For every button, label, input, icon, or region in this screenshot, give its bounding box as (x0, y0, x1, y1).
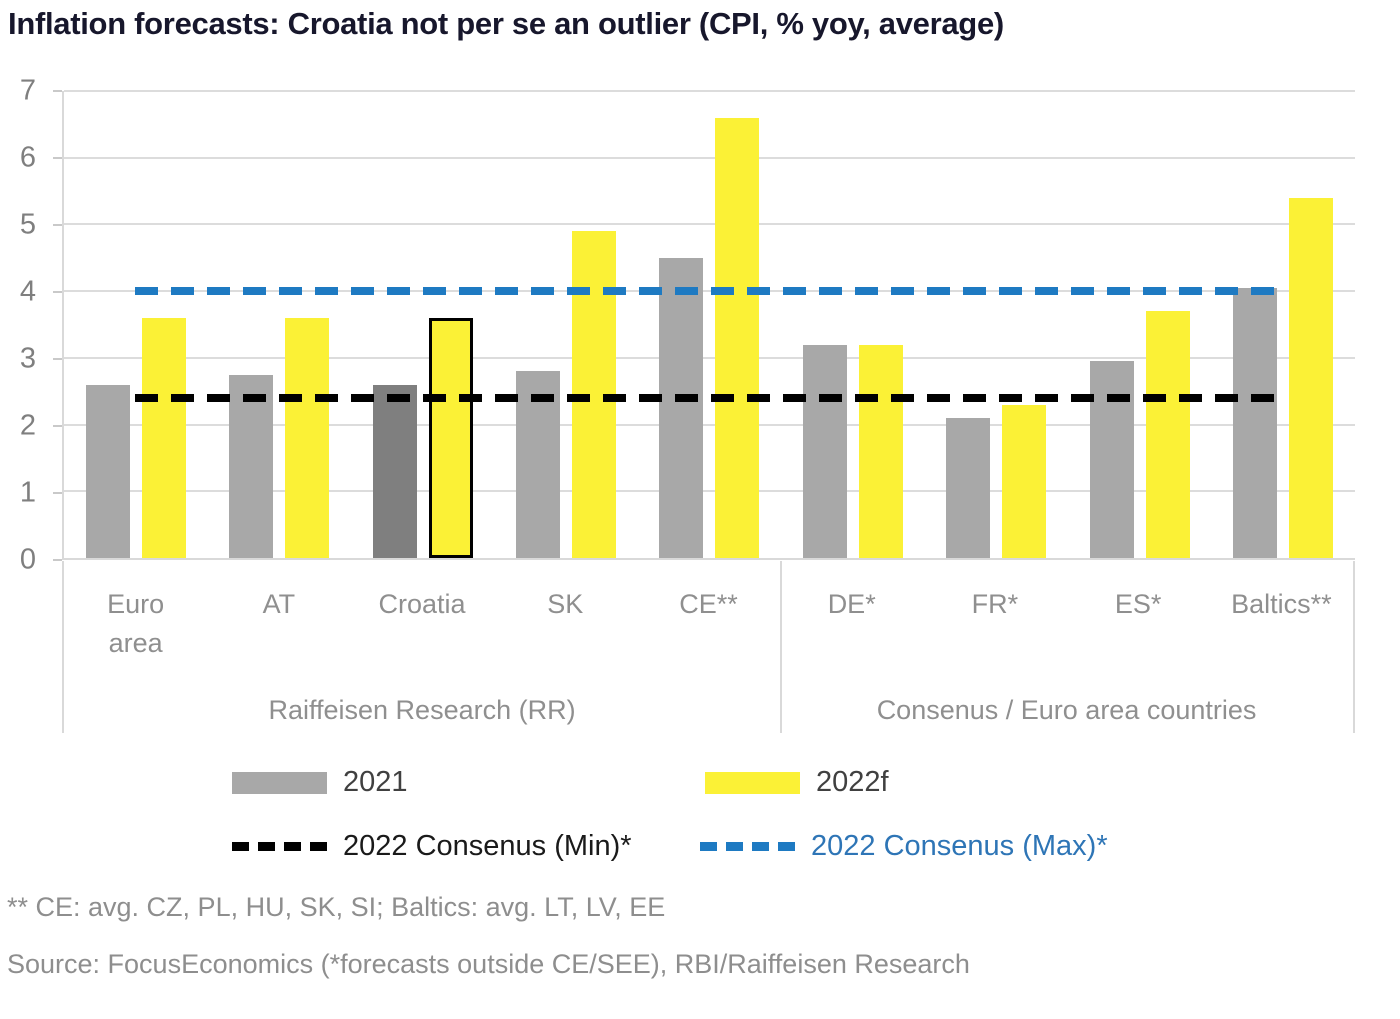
legend-item-2022f: 2022f (705, 766, 889, 799)
bar-2022f-croatia (428, 317, 473, 558)
gridline-2 (64, 423, 1355, 426)
legend-label-2021: 2021 (343, 766, 408, 798)
y-tick-label-6: 6 (19, 141, 36, 174)
bars-row (64, 91, 1355, 558)
chart-title: Inflation forecasts: Croatia not per se … (8, 6, 1004, 41)
y-tick-label-0: 0 (19, 543, 36, 576)
bar-2021-de (802, 344, 847, 558)
category-label-euro-area: Euro area (107, 589, 165, 659)
y-tick-mark-1 (53, 492, 62, 494)
category-slot-croatia (351, 91, 494, 558)
hline-2022-consenus-max (135, 287, 1283, 296)
y-tick-label-3: 3 (19, 342, 36, 375)
bar-2021-euro-area (85, 384, 130, 558)
legend-item-consensus-max: 2022 Consenus (Max)* (700, 830, 1108, 863)
category-slot-sk (494, 91, 637, 558)
category-label-croatia: Croatia (378, 589, 466, 619)
category-axis: Euro area AT Croatia SK CE** DE* FR* ES* Baltics… (62, 561, 1355, 733)
category-labels-row: Euro area AT Croatia SK CE** DE* FR* ES* Baltics… (64, 561, 1353, 663)
legend-dash-max (700, 842, 795, 851)
category-slot-de (781, 91, 924, 558)
y-tick-mark-2 (53, 425, 62, 427)
y-tick-mark-7 (53, 90, 62, 92)
bar-2022f-es (1145, 311, 1190, 558)
category-label-sk: SK (547, 589, 584, 619)
y-tick-mark-5 (53, 224, 62, 226)
bar-2022f-fr (1002, 404, 1047, 558)
legend-item-consensus-min: 2022 Consenus (Min)* (232, 830, 632, 863)
bar-2022f-ce (715, 117, 760, 558)
category-label-baltics: Baltics** (1231, 589, 1332, 619)
group-label-raiffeisen-research-rr: Raiffeisen Research (RR) (268, 695, 576, 726)
footnote-ce-baltics: ** CE: avg. CZ, PL, HU, SK, SI; Baltics:… (7, 892, 666, 922)
y-tick-mark-0 (53, 559, 62, 561)
footnotes: ** CE: avg. CZ, PL, HU, SK, SI; Baltics:… (7, 892, 970, 1006)
category-slot-es (1068, 91, 1211, 558)
bar-2021-sk (516, 371, 561, 558)
footnote-source: Source: FocusEconomics (*forecasts outsi… (7, 949, 970, 979)
category-label-at: AT (262, 589, 296, 619)
bar-2021-ce (659, 257, 704, 558)
y-tick-label-5: 5 (19, 208, 36, 241)
bar-2022f-de (858, 344, 903, 558)
plot-area (62, 90, 1355, 560)
gridline-3 (64, 356, 1355, 359)
gridline-1 (64, 490, 1355, 493)
y-tick-mark-4 (53, 291, 62, 293)
category-slot-baltics (1212, 91, 1355, 558)
legend-label-consensus-min: 2022 Consenus (Min)* (343, 830, 632, 862)
y-tick-label-2: 2 (19, 409, 36, 442)
y-tick-mark-6 (53, 157, 62, 159)
gridline-6 (64, 156, 1355, 159)
category-slot-euro-area (64, 91, 207, 558)
y-tick-label-1: 1 (19, 476, 36, 509)
legend-dash-min (232, 842, 327, 851)
group-divider (780, 561, 783, 733)
legend-swatch-2022f (705, 771, 800, 794)
category-label-fr: FR* (971, 589, 1019, 619)
y-tick-label-4: 4 (19, 275, 36, 308)
bar-2021-at (229, 374, 274, 558)
category-label-de: DE* (827, 589, 876, 619)
y-axis: 0 1 2 3 4 5 6 7 (0, 76, 62, 574)
y-tick-label-7: 7 (19, 74, 36, 107)
bar-2021-baltics (1233, 287, 1278, 558)
bar-2022f-at (285, 317, 330, 558)
gridline-5 (64, 223, 1355, 226)
legend: 2021 2022f 2022 Consenus (Min)* 2022 Con… (0, 748, 1400, 878)
bar-2021-croatia (372, 384, 417, 558)
y-tick-mark-3 (53, 358, 62, 360)
legend-item-2021: 2021 (232, 766, 408, 799)
gridline-7 (64, 90, 1355, 92)
legend-label-consensus-max: 2022 Consenus (Max)* (811, 830, 1108, 862)
bar-2021-es (1089, 361, 1134, 558)
group-label-consenus-euro-area-countries: Consenus / Euro area countries (876, 695, 1257, 726)
bar-2021-fr (946, 417, 991, 558)
hline-2022-consenus-min (135, 393, 1283, 402)
group-labels-row: Raiffeisen Research (RR) Consenus / Euro … (64, 695, 1353, 726)
legend-swatch-2021 (232, 771, 327, 794)
category-slot-fr (925, 91, 1068, 558)
bar-2022f-euro-area (141, 317, 186, 558)
category-slot-at (207, 91, 350, 558)
category-label-ce: CE** (679, 589, 738, 619)
category-label-es: ES* (1114, 589, 1162, 619)
legend-label-2022f: 2022f (816, 766, 889, 798)
bar-2022f-baltics (1289, 197, 1334, 558)
category-slot-ce (638, 91, 781, 558)
